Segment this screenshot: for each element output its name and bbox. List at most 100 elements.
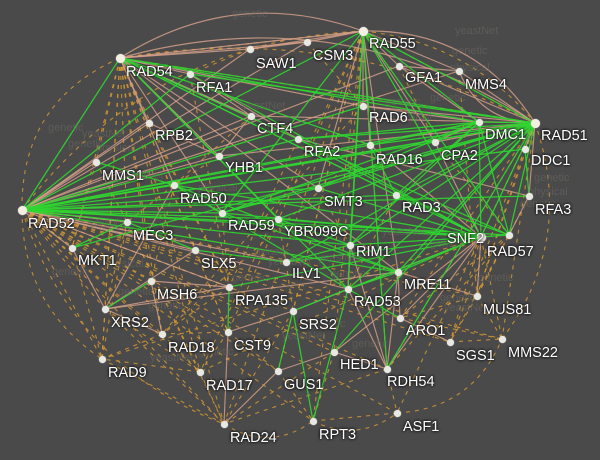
edge-genetic [362,30,510,236]
network-node-mms22[interactable] [498,335,506,343]
network-node-ddc1[interactable] [521,145,529,153]
network-node-gus1[interactable] [274,367,282,375]
network-node-mec3[interactable] [123,218,131,226]
edge-arc-yeastnet [312,412,398,431]
edge-physical [218,115,252,157]
network-node-rad54[interactable] [115,53,125,63]
network-node-rad52[interactable] [17,205,27,215]
edge-physical [21,115,252,211]
network-node-rad53[interactable] [344,285,352,293]
edge-genetic [104,280,152,310]
edge-physical [362,105,480,123]
edge-genetic [297,122,536,140]
network-node-rad55[interactable] [358,26,368,36]
network-node-gfa1[interactable] [395,62,403,70]
edge-yeastnet [126,184,175,223]
edge-genetic [277,218,351,246]
edge-genetic [21,209,351,246]
network-node-slx5[interactable] [191,246,199,254]
edge-physical [119,57,364,107]
edge-yeastnet [104,308,225,425]
edge-genetic [189,73,482,238]
network-node-rim1[interactable] [346,241,354,249]
network-node-rfa1[interactable] [186,70,194,78]
edge-physical [104,308,163,335]
network-node-rpb2[interactable] [145,119,153,127]
network-node-rpa135[interactable] [225,283,233,291]
edge-genetic [21,144,371,211]
edge-genetic [194,249,287,263]
edge-physical [223,331,229,425]
edge-genetic [21,138,299,211]
network-node-hed1[interactable] [330,348,338,356]
network-node-xrs2[interactable] [101,305,109,313]
network-node-rad9[interactable] [98,355,106,363]
network-node-rad50[interactable] [170,181,178,189]
network-node-snf2[interactable] [476,232,486,242]
edge-genetic [369,122,536,146]
network-node-ctf4[interactable] [247,112,255,120]
network-node-rad51[interactable] [530,118,540,128]
network-node-mms1[interactable] [92,158,100,166]
network-node-rad3[interactable] [392,191,400,199]
edge-genetic [297,121,480,140]
network-node-mms4[interactable] [455,67,463,75]
network-node-msh6[interactable] [147,277,155,285]
edge-yeastnet [104,308,201,373]
edge-genetic [21,105,364,211]
network-node-rad59[interactable] [218,209,226,217]
network-node-csm3[interactable] [303,38,311,46]
network-node-rad57[interactable] [505,231,513,239]
network-node-rad24[interactable] [220,420,228,428]
network-node-saw1[interactable] [246,45,254,53]
edge-genetic [21,209,510,236]
edge-genetic [312,288,349,422]
edge-genetic [349,122,536,246]
edge-physical [476,236,482,297]
edge-yeastnet [199,331,229,373]
network-node-dmc1[interactable] [475,118,483,126]
edge-yeastnet [227,30,364,333]
network-node-rpt3[interactable] [309,417,317,425]
network-node-rdh54[interactable] [383,365,391,373]
network-node-rfa3[interactable] [525,192,533,200]
network-node-sgs1[interactable] [446,338,454,346]
edge-arc-yeastnet [21,209,225,425]
edge-yeastnet [312,412,398,422]
edge-physical [333,236,482,353]
edge-physical [223,370,279,425]
network-node-ilv1[interactable] [282,258,290,266]
edge-yeastnet [21,209,279,372]
network-node-rad17[interactable] [196,368,204,376]
network-node-smt3[interactable] [314,184,322,192]
edge-yeastnet [71,247,103,360]
network-node-yhb1[interactable] [215,152,223,160]
network-node-mkt1[interactable] [68,244,76,252]
network-node-asf1[interactable] [393,409,401,417]
edge-genetic [362,30,480,123]
edge-genetic [21,194,397,211]
edge-arc-physical [458,70,536,124]
network-node-rad16[interactable] [366,141,374,149]
edge-physical [277,351,335,372]
edge-yeastnet [449,295,478,343]
network-node-ybr099c[interactable] [274,215,282,223]
network-node-rfa2[interactable] [294,135,302,143]
network-node-mre11[interactable] [394,268,402,276]
network-node-rad18[interactable] [158,330,166,338]
edge-yeastnet [386,234,510,370]
network-node-srs2[interactable] [289,307,297,315]
network-node-rad6[interactable] [359,102,367,110]
edge-yeastnet [21,209,106,310]
edge-yeastnet [458,70,478,297]
network-node-cst9[interactable] [224,328,232,336]
network-node-cpa2[interactable] [431,138,439,146]
edge-genetic [333,122,536,353]
edge-physical [218,122,536,157]
network-node-mus81[interactable] [473,292,481,300]
edge-genetic [119,57,397,196]
edge-yeastnet [223,310,294,425]
edge-yeastnet [194,249,229,333]
network-node-aro1[interactable] [396,314,404,322]
